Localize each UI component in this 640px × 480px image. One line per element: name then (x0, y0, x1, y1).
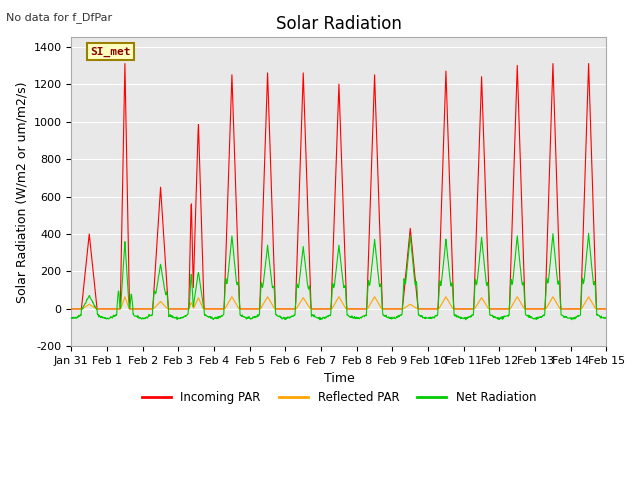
Text: SI_met: SI_met (90, 47, 131, 57)
Y-axis label: Solar Radiation (W/m2 or um/m2/s): Solar Radiation (W/m2 or um/m2/s) (15, 81, 28, 302)
X-axis label: Time: Time (324, 372, 355, 384)
Title: Solar Radiation: Solar Radiation (276, 15, 402, 33)
Legend: Incoming PAR, Reflected PAR, Net Radiation: Incoming PAR, Reflected PAR, Net Radiati… (137, 386, 541, 408)
Text: No data for f_DfPar: No data for f_DfPar (6, 12, 113, 23)
